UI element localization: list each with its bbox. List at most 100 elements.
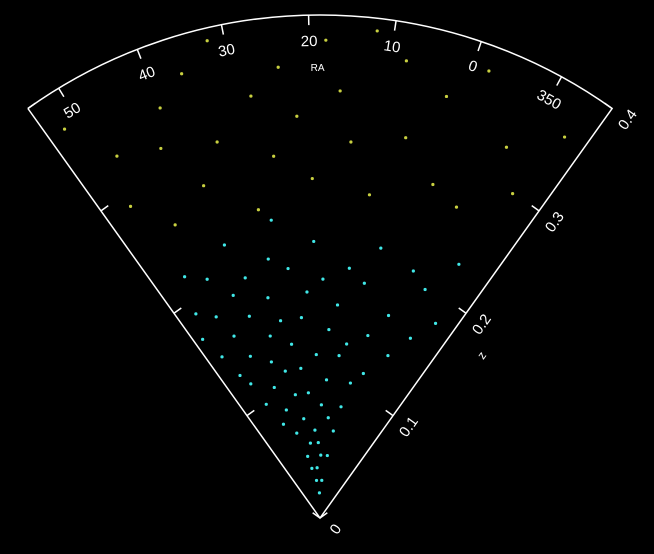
galaxy-point	[248, 354, 252, 358]
galaxy-point	[423, 287, 427, 292]
galaxy-point	[562, 135, 567, 139]
galaxy-point	[222, 243, 227, 247]
galaxy-point	[349, 140, 353, 144]
galaxy-point	[256, 208, 260, 212]
y-tick	[173, 307, 182, 314]
y-tick-label: 0.2	[469, 311, 495, 338]
galaxy-point	[347, 266, 351, 270]
galaxy-point	[335, 303, 340, 307]
galaxy-point	[321, 277, 325, 281]
x-tick-label: 30	[217, 41, 237, 61]
galaxy-point	[431, 182, 435, 187]
galaxy-point	[379, 246, 383, 250]
galaxy-point	[313, 428, 317, 432]
galaxy-point	[205, 39, 209, 43]
x-axis-label: RA	[311, 63, 325, 74]
galaxy-point	[238, 373, 242, 378]
galaxy-point	[308, 441, 313, 445]
galaxy-point	[337, 354, 341, 358]
galaxy-point	[386, 313, 391, 318]
galaxy-point	[232, 334, 236, 338]
y-tick	[246, 409, 255, 417]
galaxy-point	[281, 422, 286, 426]
galaxy-point	[487, 69, 491, 73]
galaxy-point	[361, 371, 365, 376]
galaxy-point	[362, 281, 366, 285]
x-tick	[58, 87, 65, 98]
galaxy-point	[194, 312, 198, 316]
galaxy-point	[272, 385, 276, 390]
galaxy-point	[266, 257, 270, 261]
galaxy-point	[317, 491, 322, 495]
x-tick-label: 350	[534, 87, 564, 114]
galaxy-point	[324, 38, 328, 42]
x-tick	[556, 76, 563, 86]
galaxy-point	[324, 378, 329, 382]
galaxy-point	[339, 405, 343, 409]
galaxy-point	[249, 382, 253, 386]
galaxy-point	[269, 218, 273, 222]
galaxy-point	[264, 402, 268, 406]
galaxy-point	[404, 59, 408, 63]
galaxy-point	[411, 269, 415, 273]
galaxy-point	[249, 94, 253, 98]
x-tick-label: 20	[301, 33, 318, 50]
galaxy-point	[315, 466, 319, 470]
galaxy-point	[302, 417, 306, 421]
galaxy-point	[247, 314, 251, 318]
galaxy-point	[284, 408, 288, 412]
galaxy-point	[327, 327, 331, 332]
y-tick	[531, 205, 540, 212]
galaxy-point	[511, 192, 515, 196]
galaxy-point	[325, 453, 329, 458]
x-tick	[136, 49, 142, 59]
galaxy-point	[326, 416, 330, 420]
y-axis-label: z	[474, 349, 489, 362]
galaxy-point	[457, 262, 461, 266]
galaxy-point	[266, 296, 270, 300]
galaxy-point	[320, 478, 324, 482]
galaxy-point	[316, 440, 320, 445]
galaxy-point	[312, 239, 316, 244]
galaxy-point	[299, 366, 303, 370]
x-tick-label: 0	[466, 57, 479, 76]
y-tick	[312, 512, 321, 519]
galaxy-point	[173, 223, 177, 227]
galaxy-point	[159, 146, 163, 151]
galaxy-point	[314, 352, 318, 357]
galaxy-point	[205, 277, 209, 281]
y-tick-label: 0	[327, 521, 346, 538]
x-tick	[477, 41, 482, 52]
y-tick-label: 0.3	[542, 209, 568, 236]
galaxy-point	[158, 106, 162, 110]
y-tick	[319, 512, 328, 519]
galaxy-point	[345, 342, 349, 346]
galaxy-point	[128, 204, 133, 209]
y-tick	[385, 409, 394, 417]
galaxy-point	[306, 454, 310, 458]
galaxy-point	[504, 145, 509, 149]
galaxy-point	[454, 205, 459, 209]
wedge-outline	[27, 14, 614, 520]
galaxy-point	[305, 290, 309, 294]
galaxy-point	[272, 154, 276, 158]
galaxy-point	[314, 478, 319, 483]
y-tick	[604, 102, 613, 110]
galaxy-point	[289, 342, 294, 346]
galaxy-point	[348, 381, 353, 385]
galaxy-point	[202, 184, 206, 188]
galaxy-point	[62, 127, 67, 131]
galaxy-point	[278, 319, 283, 323]
galaxy-point	[306, 391, 310, 395]
galaxy-point	[201, 337, 205, 341]
galaxy-point	[183, 275, 187, 279]
galaxy-point	[338, 89, 342, 93]
galaxy-point	[366, 333, 370, 338]
galaxy-point	[220, 355, 224, 359]
galaxy-point	[375, 29, 379, 33]
galaxy-point	[319, 403, 323, 407]
galaxy-point	[310, 176, 314, 181]
galaxy-point	[444, 94, 449, 99]
galaxy-point	[276, 65, 280, 69]
